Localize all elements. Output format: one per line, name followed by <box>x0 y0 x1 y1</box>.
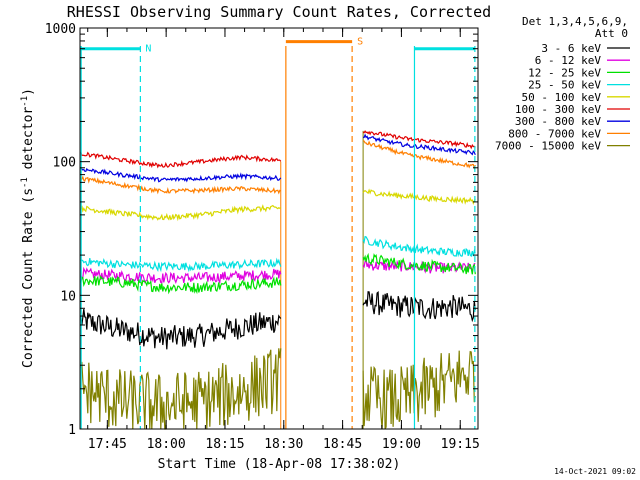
series-line-3-6-kev <box>80 309 282 350</box>
legend-label: 6 - 12 keV <box>535 54 602 67</box>
x-tick-label: 19:15 <box>441 437 480 452</box>
y-axis-label-end: ) <box>21 88 36 96</box>
legend-item-12-25-kev: 12 - 25 keV <box>528 66 630 79</box>
series-line-50-100-kev <box>80 204 282 222</box>
y-tick-label: 10 <box>60 289 76 304</box>
x-tick-label: 18:45 <box>323 437 362 452</box>
x-tick-label: 19:00 <box>382 437 421 452</box>
series-layer <box>80 130 476 430</box>
series-line-25-50-kev <box>80 257 282 273</box>
series-line-12-25-kev <box>80 275 282 295</box>
series-line-25-50-kev <box>362 235 476 258</box>
y-axis-label-sup2: -1 <box>20 96 30 107</box>
legend-item-6-12-kev: 6 - 12 keV <box>535 54 630 67</box>
series-50-100-kev <box>80 188 476 222</box>
x-tick-label: 18:00 <box>147 437 186 452</box>
plot-frame <box>79 27 479 430</box>
legend-item-25-50-kev: 25 - 50 keV <box>528 79 630 92</box>
series-7000-15000-kev <box>80 348 476 430</box>
y-axis-label-main: Corrected Count Rate (s <box>21 188 36 368</box>
series-3-6-kev <box>80 290 476 350</box>
series-25-50-kev <box>80 235 476 273</box>
timestamp: 14-Oct-2021 09:02 <box>554 467 636 476</box>
legend-label: 25 - 50 keV <box>528 79 601 92</box>
x-tick-label: 18:30 <box>264 437 303 452</box>
series-line-300-800-kev <box>363 133 476 156</box>
series-line-7000-15000-kev <box>80 348 282 430</box>
y-axis-label: Corrected Count Rate (s-1 detector-1) <box>20 88 36 368</box>
series-line-12-25-kev <box>362 252 476 275</box>
legend-label: 100 - 300 keV <box>515 103 601 116</box>
legend-label: 50 - 100 keV <box>522 91 602 104</box>
legend-label: 800 - 7000 keV <box>508 127 601 140</box>
series-line-100-300-kev <box>80 151 282 169</box>
legend-item-300-800-kev: 300 - 800 keV <box>515 115 630 128</box>
series-line-50-100-kev <box>362 188 476 206</box>
flags-layer: NS <box>80 37 475 55</box>
legend-header-line1: Det 1,3,4,5,6,9, <box>522 15 628 28</box>
y-tick-label: 1 <box>68 423 76 438</box>
legend-label: 300 - 800 keV <box>515 115 601 128</box>
legend-label: 12 - 25 keV <box>528 66 601 79</box>
series-line-3-6-kev <box>362 290 476 323</box>
legend-label: 7000 - 15000 keV <box>495 140 601 153</box>
series-800-7000-kev <box>80 140 476 195</box>
legend-item-800-7000-kev: 800 - 7000 keV <box>508 127 630 140</box>
y-axis-label-sup1: -1 <box>20 177 30 188</box>
legend-label: 3 - 6 keV <box>541 42 601 55</box>
legend-item-100-300-kev: 100 - 300 keV <box>515 103 630 116</box>
series-300-800-kev <box>80 133 476 183</box>
series-line-800-7000-kev <box>362 140 476 170</box>
y-axis-label-mid: detector <box>21 107 36 178</box>
x-axis: 17:45 18:00 18:15 18:30 18:45 19:00 19:15 <box>87 28 480 452</box>
interval-lines-layer <box>80 46 476 429</box>
series-line-6-12-kev <box>80 266 282 285</box>
flag-label: S <box>357 37 363 48</box>
legend-item-7000-15000-kev: 7000 - 15000 keV <box>495 140 630 153</box>
series-line-300-800-kev <box>80 167 282 183</box>
flag-label: N <box>145 44 151 55</box>
series-12-25-kev <box>80 252 476 295</box>
series-6-12-kev <box>80 259 476 285</box>
series-100-300-kev <box>80 130 476 169</box>
legend-header-line2: Att 0 <box>595 27 628 40</box>
legend-item-50-100-kev: 50 - 100 keV <box>522 91 630 104</box>
x-tick-label: 17:45 <box>88 437 127 452</box>
series-line-6-12-kev <box>362 259 476 274</box>
y-tick-label: 1000 <box>45 22 76 37</box>
legend-item-3-6-kev: 3 - 6 keV <box>541 42 630 55</box>
y-axis: 1 10 100 1000 <box>45 22 478 438</box>
series-line-7000-15000-kev <box>362 350 476 430</box>
chart-title: RHESSI Observing Summary Count Rates, Co… <box>67 3 491 21</box>
series-line-800-7000-kev <box>80 175 282 195</box>
y-tick-label: 100 <box>53 156 76 171</box>
x-tick-label: 18:15 <box>205 437 244 452</box>
series-line-100-300-kev <box>362 130 476 150</box>
x-axis-label: Start Time (18-Apr-08 17:38:02) <box>158 457 401 472</box>
